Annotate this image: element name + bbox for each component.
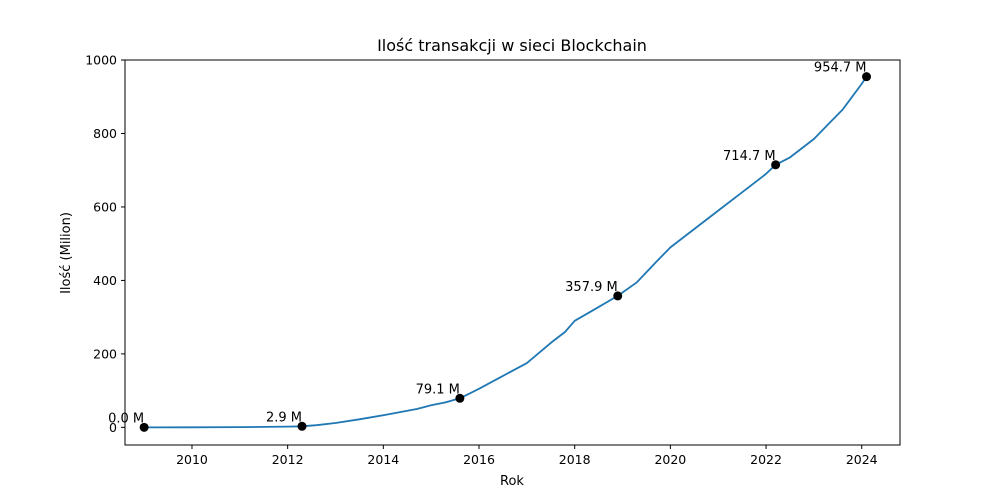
y-tick-label: 600 [93, 199, 117, 214]
x-tick-label: 2014 [367, 452, 399, 467]
data-label-layer: 0.0 M 2.9 M 79.1 M 357.9 M 714.7 M 954.7 M [108, 61, 866, 427]
data-point-label: 2.9 M [266, 410, 302, 425]
x-tick-label: 2020 [654, 452, 686, 467]
data-point-marker [455, 393, 465, 403]
x-tick-label: 2018 [559, 452, 591, 467]
y-tick-label: 800 [93, 126, 117, 141]
plot-area [124, 59, 901, 446]
data-point-marker [613, 291, 623, 301]
data-point-label: 357.9 M [565, 280, 618, 295]
data-point-marker [297, 421, 307, 431]
data-point-marker [862, 72, 872, 82]
y-axis: 0 200 400 600 800 1000 [85, 53, 125, 435]
y-tick-label: 400 [93, 273, 117, 288]
x-axis: 2010 2012 2014 2016 2018 2020 2022 2024 [176, 445, 878, 467]
y-tick-label: 200 [93, 346, 117, 361]
x-axis-label: Rok [500, 474, 524, 489]
data-point-label: 0.0 M [108, 411, 144, 426]
x-tick-label: 2022 [750, 452, 782, 467]
data-point-marker [139, 422, 149, 432]
data-point-label: 79.1 M [416, 382, 460, 397]
x-tick-label: 2012 [272, 452, 304, 467]
plot-frame [124, 59, 901, 446]
series-layer [144, 76, 868, 429]
x-tick-label: 2010 [176, 452, 208, 467]
data-point-label: 714.7 M [723, 149, 776, 164]
y-axis-label: Ilość (Milion) [59, 212, 74, 294]
data-point-marker [771, 160, 781, 170]
series-line [144, 76, 868, 429]
y-tick-label: 1000 [85, 53, 117, 68]
x-tick-label: 2024 [846, 452, 878, 467]
marker-layer [139, 72, 872, 432]
y-tick-label: 0 [109, 420, 117, 435]
x-tick-label: 2016 [463, 452, 495, 467]
chart-title: Ilość transakcji w sieci Blockchain [377, 36, 647, 55]
data-point-label: 954.7 M [814, 61, 867, 76]
